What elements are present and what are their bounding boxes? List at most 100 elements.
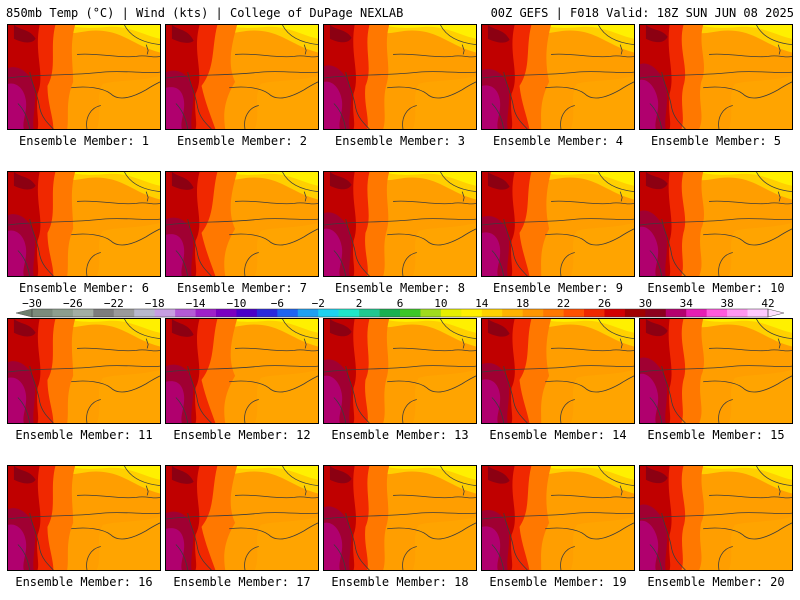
colorbar-swatch (727, 309, 748, 317)
ensemble-member-label: Ensemble Member: 14 (489, 428, 627, 442)
ensemble-member-map (7, 465, 161, 571)
colorbar-swatch (747, 309, 769, 317)
colorbar-swatch (686, 309, 707, 317)
ensemble-member-map (481, 171, 635, 277)
colorbar-tick-label: −14 (186, 297, 206, 310)
colorbar-swatch (32, 309, 53, 317)
ensemble-member-label: Ensemble Member: 17 (173, 575, 311, 589)
colorbar-swatch (134, 309, 155, 317)
colorbar-swatch (563, 309, 585, 317)
colorbar-swatch (236, 309, 258, 317)
ensemble-member-label: Ensemble Member: 3 (334, 134, 466, 148)
colorbar-swatch (645, 309, 667, 317)
colorbar-swatch (297, 309, 319, 317)
colorbar-swatch (318, 309, 339, 317)
ensemble-member-map (323, 318, 477, 424)
ensemble-member-label: Ensemble Member: 19 (489, 575, 627, 589)
colorbar-tick-label: −26 (63, 297, 83, 310)
colorbar-tick-label: −6 (271, 297, 284, 310)
colorbar-swatch (440, 309, 462, 317)
ensemble-member-label: Ensemble Member: 13 (331, 428, 469, 442)
ensemble-member-label: Ensemble Member: 10 (647, 281, 785, 295)
ensemble-member-label: Ensemble Member: 5 (650, 134, 782, 148)
colorbar-swatch (256, 309, 278, 317)
colorbar-swatch (379, 309, 401, 317)
colorbar-tick-label: 14 (475, 297, 489, 310)
ensemble-member-map (639, 171, 793, 277)
colorbar-swatch (584, 309, 605, 317)
ensemble-member-map (481, 24, 635, 130)
colorbar-swatch (154, 309, 176, 317)
colorbar-swatch (359, 309, 380, 317)
map-title: 850mb Temp (°C) | Wind (kts) | College o… (6, 6, 404, 20)
ensemble-member-label: Ensemble Member: 4 (492, 134, 624, 148)
ensemble-member-map (7, 24, 161, 130)
colorbar-swatch (502, 309, 523, 317)
temperature-colorbar: −30 −26 −22 −18 −14 −10 −6 −2 2 6 10 14 18 22 26 30 34 38… (15, 297, 785, 318)
colorbar-low-arrow (15, 308, 33, 318)
colorbar-swatch (481, 309, 503, 317)
colorbar-tick-label: −18 (145, 297, 165, 310)
colorbar-swatch (175, 309, 196, 317)
ensemble-member-map (165, 171, 319, 277)
ensemble-member-map (323, 465, 477, 571)
colorbar-tick-label: 26 (598, 297, 611, 310)
ensemble-member-label: Ensemble Member: 20 (647, 575, 785, 589)
colorbar-swatch (113, 309, 135, 317)
colorbar-tick-label: 34 (680, 297, 694, 310)
colorbar-swatch (543, 309, 564, 317)
ensemble-member-map (639, 465, 793, 571)
ensemble-member-label: Ensemble Member: 15 (647, 428, 785, 442)
colorbar-tick-label: −30 (22, 297, 42, 310)
colorbar-high-arrow (767, 308, 785, 318)
ensemble-member-map (481, 465, 635, 571)
colorbar-swatch (706, 309, 728, 317)
colorbar-tick-label: −10 (227, 297, 247, 310)
colorbar-tick-label: −22 (104, 297, 124, 310)
colorbar-swatch (522, 309, 544, 317)
colorbar-tick-label: 42 (761, 297, 774, 310)
ensemble-member-map (639, 318, 793, 424)
colorbar-swatch (52, 309, 74, 317)
colorbar-swatch (604, 309, 626, 317)
ensemble-member-map (323, 171, 477, 277)
colorbar-swatch (338, 309, 360, 317)
ensemble-member-label: Ensemble Member: 12 (173, 428, 311, 442)
model-run-info: 00Z GEFS | F018 Valid: 18Z SUN JUN 08 20… (490, 6, 794, 20)
colorbar-swatch (461, 309, 483, 317)
ensemble-member-label: Ensemble Member: 11 (15, 428, 153, 442)
ensemble-member-label: Ensemble Member: 6 (18, 281, 150, 295)
ensemble-member-label: Ensemble Member: 1 (18, 134, 150, 148)
ensemble-member-map (481, 318, 635, 424)
ensemble-member-label: Ensemble Member: 16 (15, 575, 153, 589)
ensemble-member-map (165, 318, 319, 424)
ensemble-member-map (323, 24, 477, 130)
colorbar-tick-label: 18 (516, 297, 529, 310)
colorbar-swatch (93, 309, 115, 317)
ensemble-member-label: Ensemble Member: 7 (176, 281, 308, 295)
colorbar-swatch (624, 309, 646, 317)
colorbar-tick-label: −2 (312, 297, 325, 310)
colorbar-tick-label: 22 (557, 297, 570, 310)
colorbar-tick-label: 38 (720, 297, 733, 310)
colorbar-tick-label: 2 (356, 297, 363, 310)
colorbar-swatch (420, 309, 442, 317)
ensemble-member-map (7, 171, 161, 277)
ensemble-member-map (7, 318, 161, 424)
colorbar-swatch (195, 309, 217, 317)
ensemble-member-label: Ensemble Member: 18 (331, 575, 469, 589)
ensemble-member-label: Ensemble Member: 9 (492, 281, 624, 295)
colorbar-tick-label: 6 (397, 297, 404, 310)
colorbar-swatch (216, 309, 237, 317)
colorbar-swatch (277, 309, 299, 317)
ensemble-member-map (639, 24, 793, 130)
ensemble-member-map (165, 24, 319, 130)
colorbar-swatch (665, 309, 687, 317)
ensemble-member-map (165, 465, 319, 571)
ensemble-member-label: Ensemble Member: 8 (334, 281, 466, 295)
colorbar-swatch (400, 309, 421, 317)
colorbar-tick-label: 10 (434, 297, 447, 310)
colorbar-frame (31, 308, 769, 318)
colorbar-tick-label: 30 (639, 297, 652, 310)
colorbar-swatch (72, 309, 94, 317)
